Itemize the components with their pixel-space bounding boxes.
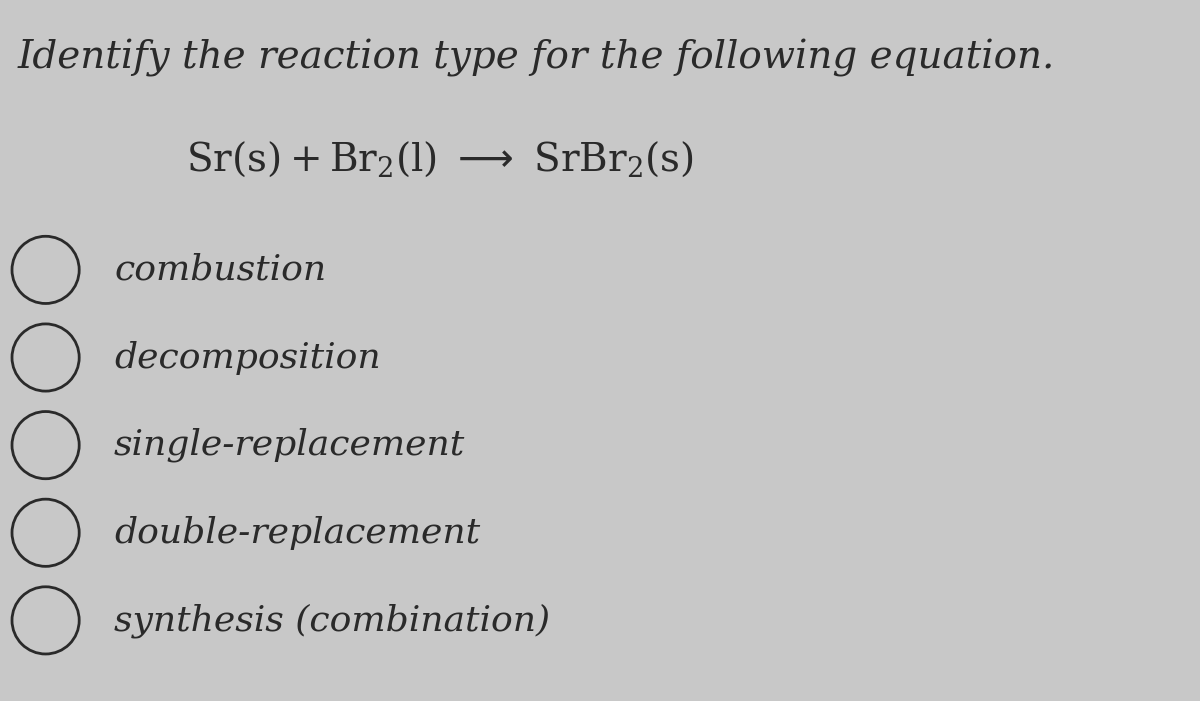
Text: double-replacement: double-replacement [114,516,480,550]
Text: decomposition: decomposition [114,341,380,374]
Text: Identify the reaction type for the following equation.: Identify the reaction type for the follo… [18,39,1055,76]
Text: combustion: combustion [114,253,326,287]
Text: synthesis (combination): synthesis (combination) [114,603,550,638]
Text: $\mathregular{Sr(s) + Br_2(l)}$ $\longrightarrow$ $\mathregular{SrBr_2(s)}$: $\mathregular{Sr(s) + Br_2(l)}$ $\longri… [186,140,694,179]
Text: single-replacement: single-replacement [114,428,466,463]
